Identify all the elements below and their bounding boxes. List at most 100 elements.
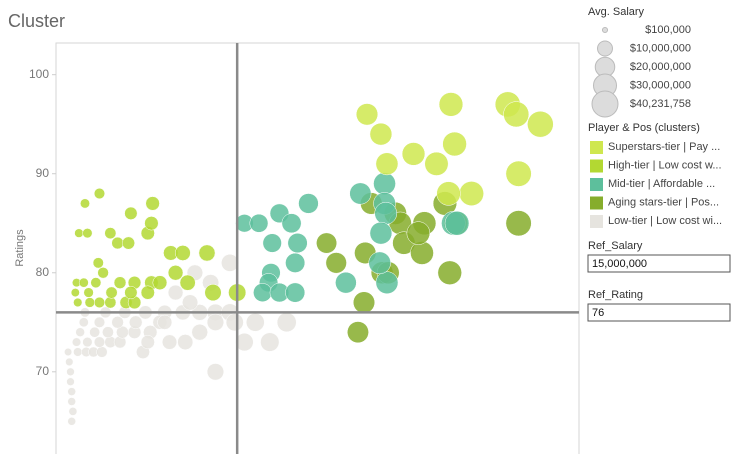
size-legend-label: $100,000	[645, 24, 691, 36]
bubble	[73, 297, 83, 308]
bubble	[66, 377, 75, 386]
bubble	[67, 417, 76, 426]
legend-swatch	[590, 141, 603, 154]
bubble	[191, 323, 208, 341]
bubble	[102, 326, 114, 339]
size-legend-label: $40,231,758	[630, 98, 691, 110]
bubble	[262, 233, 282, 253]
bubble	[505, 210, 532, 237]
bubble	[249, 213, 269, 233]
bubble	[167, 265, 184, 281]
bubble	[225, 313, 244, 332]
bubble	[444, 211, 470, 236]
bubble	[253, 283, 272, 302]
bubble	[70, 288, 80, 298]
bubble	[179, 274, 196, 291]
bubble	[438, 92, 464, 117]
bubble	[206, 313, 224, 331]
legend-label: Aging stars-tier | Pos...	[608, 196, 719, 208]
y-tick-label: 80	[36, 265, 50, 279]
legend-title: Avg. Salary	[588, 6, 645, 18]
bubble	[111, 316, 124, 329]
bubble	[67, 387, 76, 396]
bubble	[104, 296, 117, 309]
bubble	[206, 363, 224, 381]
size-legend-label: $30,000,000	[630, 79, 691, 91]
parameter-input[interactable]	[587, 303, 731, 322]
bubble	[83, 287, 94, 298]
y-tick-label: 100	[29, 67, 49, 81]
bubble	[503, 101, 530, 128]
bubble	[316, 232, 338, 254]
bubble	[96, 346, 108, 358]
legend-swatch	[590, 178, 603, 191]
bubble	[93, 296, 106, 309]
bubble	[145, 196, 160, 211]
chart-title: Cluster	[8, 11, 65, 31]
bubble	[89, 326, 101, 338]
bubble	[369, 221, 393, 245]
bubble	[260, 332, 280, 352]
legend-label: Superstars-tier | Pay ...	[608, 141, 720, 153]
bubble	[92, 257, 104, 269]
bubble	[82, 337, 93, 348]
bubble	[174, 245, 191, 261]
bubble	[374, 202, 398, 225]
bubble	[442, 131, 467, 157]
bubble	[157, 314, 173, 330]
bubble	[349, 182, 372, 205]
bubble	[124, 206, 138, 220]
bubble	[68, 407, 78, 416]
bubble	[375, 152, 399, 176]
y-tick-label: 90	[36, 166, 50, 180]
bubble	[505, 160, 532, 187]
bubble	[167, 284, 184, 301]
bubble	[276, 312, 297, 333]
bubble	[75, 327, 85, 337]
bubble	[459, 181, 484, 206]
bubble	[198, 244, 216, 262]
bubble	[375, 271, 399, 294]
bubble	[152, 275, 168, 291]
parameter-input[interactable]	[587, 254, 731, 273]
bubble	[285, 282, 306, 303]
bubble	[64, 348, 73, 356]
size-legend-mark	[601, 26, 609, 34]
bubble	[78, 277, 89, 288]
bubble	[368, 251, 391, 275]
bubble	[437, 260, 462, 285]
bubble	[177, 334, 194, 351]
bubble	[298, 193, 319, 214]
bubble	[436, 181, 461, 206]
bubble	[93, 336, 106, 348]
bubble	[66, 367, 75, 376]
bubble	[82, 228, 93, 239]
bubble	[72, 337, 82, 347]
bubble	[373, 172, 396, 195]
size-legend-mark	[597, 40, 613, 57]
bubble	[355, 103, 379, 126]
bubble	[124, 286, 138, 300]
bubble	[325, 252, 347, 274]
legend-label: Mid-tier | Affordable ...	[608, 178, 715, 190]
bubble	[140, 285, 155, 300]
bubble	[161, 334, 178, 350]
bubble	[144, 216, 159, 231]
bubble	[65, 357, 74, 366]
bubble	[410, 241, 434, 265]
bubble	[74, 228, 84, 238]
bubble	[73, 347, 83, 357]
bubble	[424, 151, 449, 176]
bubble	[235, 332, 254, 352]
bubble	[78, 317, 89, 328]
bubble	[90, 277, 102, 289]
bubble	[285, 252, 306, 273]
legend-swatch	[590, 215, 603, 228]
bubble	[121, 236, 135, 250]
bubble	[105, 286, 118, 299]
y-axis-label: Ratings	[14, 229, 26, 267]
bubble	[93, 187, 106, 200]
bubble	[182, 294, 199, 311]
legend-label: High-tier | Low cost w...	[608, 159, 722, 171]
